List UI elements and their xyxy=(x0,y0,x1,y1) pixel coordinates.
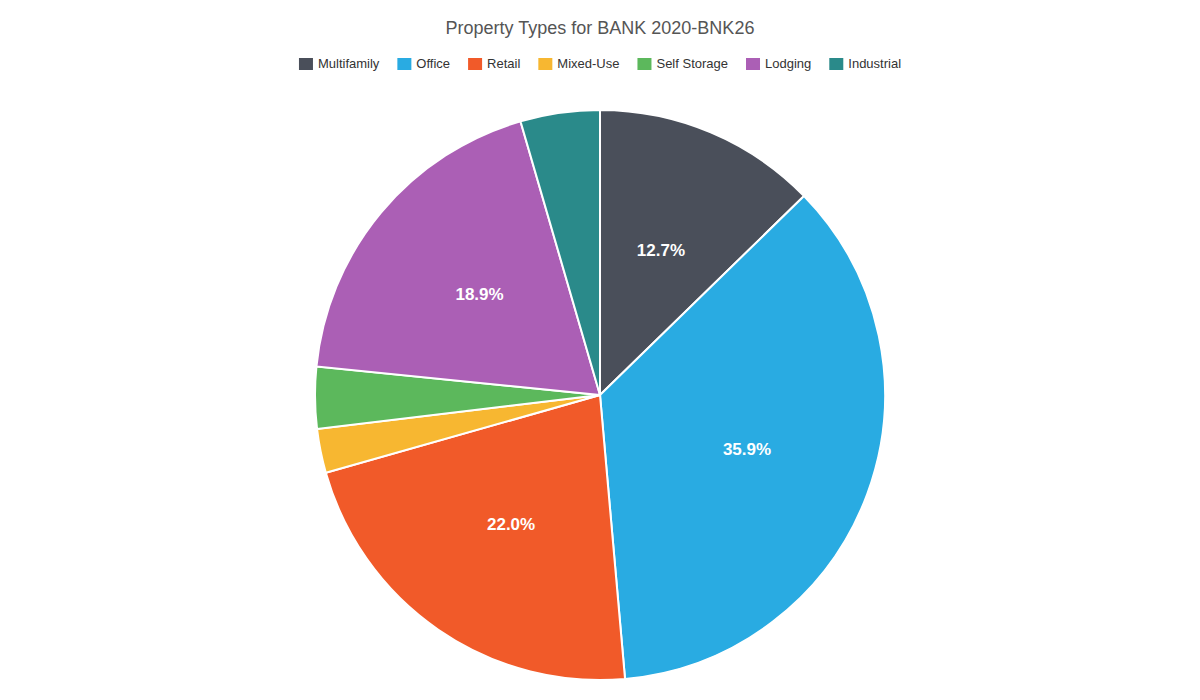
legend-item: Multifamily xyxy=(299,56,380,71)
legend-swatch xyxy=(397,58,411,70)
legend-label: Self Storage xyxy=(656,56,728,71)
data-label: 12.7% xyxy=(637,241,685,260)
legend-label: Industrial xyxy=(848,56,901,71)
data-label: 18.9% xyxy=(455,285,503,304)
legend-item: Retail xyxy=(468,56,520,71)
data-label: 22.0% xyxy=(487,515,535,534)
data-label: 35.9% xyxy=(723,440,771,459)
legend-swatch xyxy=(637,58,651,70)
legend-label: Multifamily xyxy=(318,56,380,71)
slice xyxy=(600,196,885,679)
legend-item: Office xyxy=(397,56,450,71)
legend-item: Mixed-Use xyxy=(538,56,619,71)
legend-swatch xyxy=(299,58,313,70)
legend-item: Self Storage xyxy=(637,56,728,71)
legend-swatch xyxy=(746,58,760,70)
legend-swatch xyxy=(468,58,482,70)
legend-label: Office xyxy=(416,56,450,71)
legend-label: Mixed-Use xyxy=(557,56,619,71)
legend-item: Industrial xyxy=(829,56,901,71)
slice xyxy=(520,110,600,395)
legend: Multifamily Office Retail Mixed-Use Self Sto… xyxy=(299,56,901,71)
legend-item: Lodging xyxy=(746,56,811,71)
legend-label: Retail xyxy=(487,56,520,71)
pie xyxy=(315,110,885,680)
title: Property Types for BANK 2020-BNK26 xyxy=(446,18,755,38)
legend-label: Lodging xyxy=(765,56,811,71)
chart: Property Types for BANK 2020-BNK26 Multif… xyxy=(0,0,1200,700)
legend-swatch xyxy=(538,58,552,70)
data-labels: 12.7% 35.9% 22.0% 18.9% xyxy=(455,241,771,534)
legend-swatch xyxy=(829,58,843,70)
